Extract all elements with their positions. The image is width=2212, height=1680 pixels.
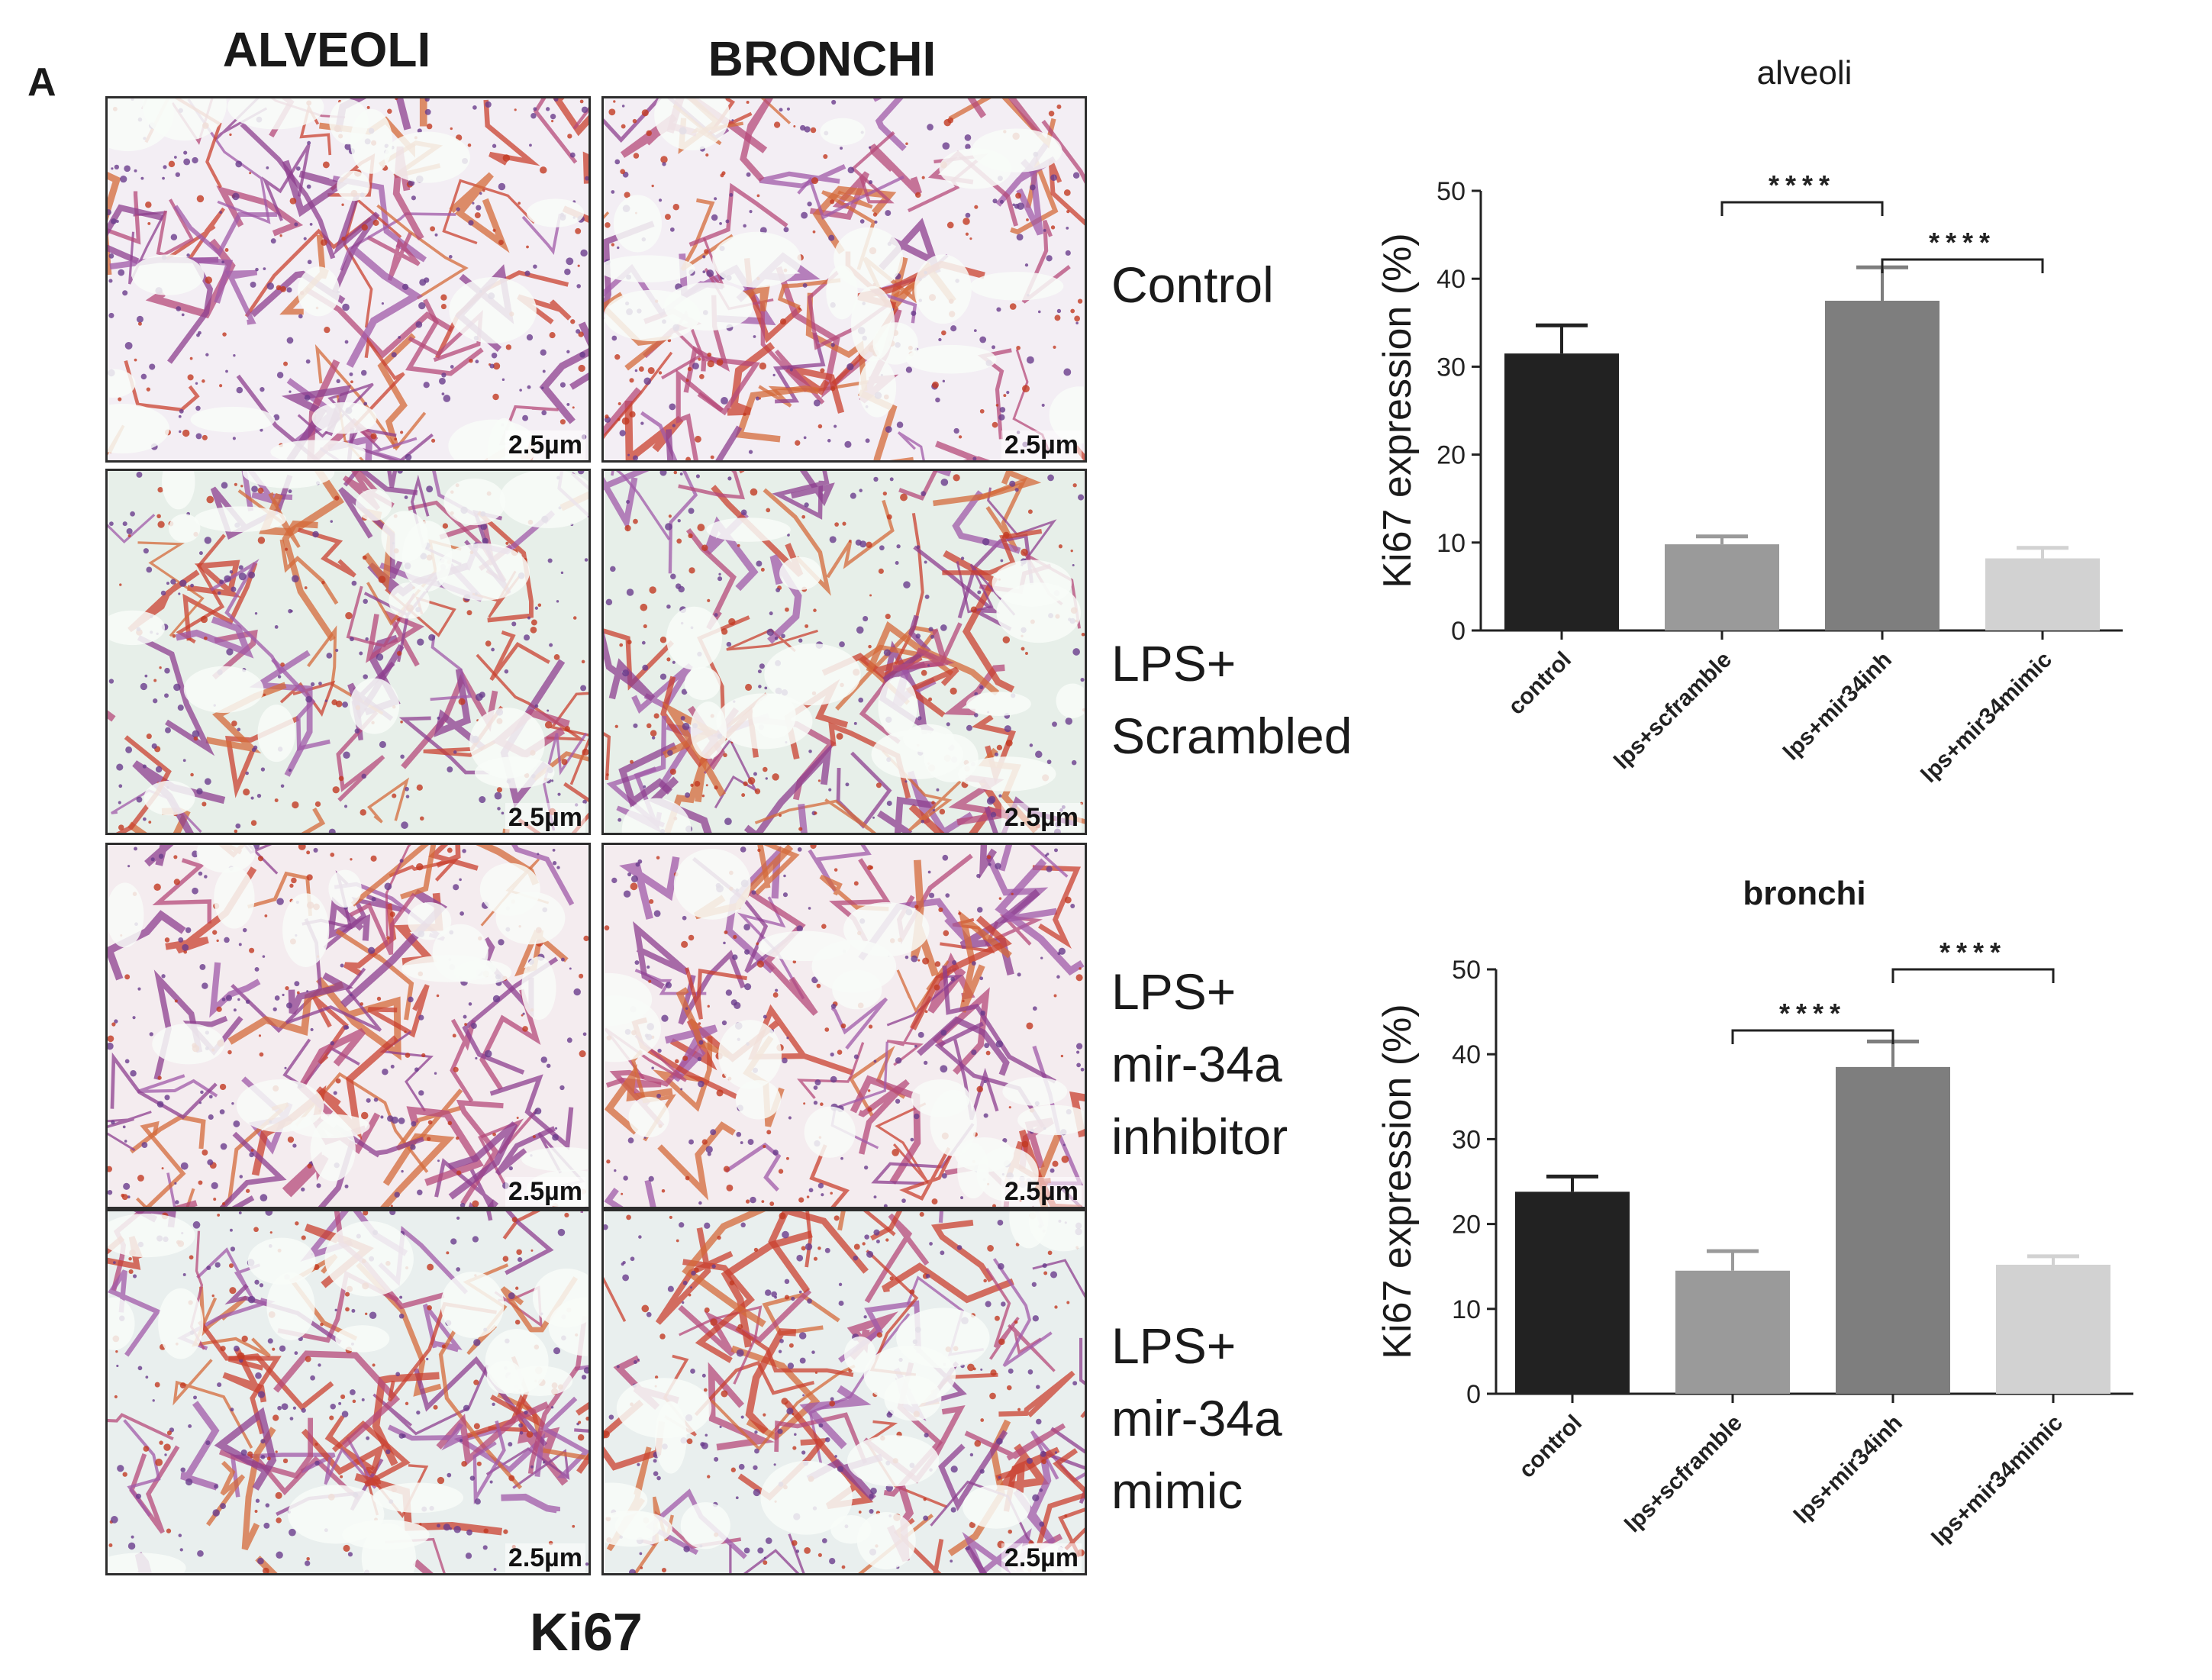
micrograph-alveoli-lps-scrambled: 2.5µm bbox=[105, 469, 591, 835]
scale-bar-label: 2.5µm bbox=[505, 803, 585, 833]
x-tick-label: lps+mir34inh bbox=[1789, 1411, 1907, 1529]
y-tick-label: 40 bbox=[1452, 1040, 1481, 1069]
micrograph-bronchi-lps-mimic: 2.5µm bbox=[601, 1209, 1087, 1575]
x-tick-label: lps+mir34mimic bbox=[1917, 647, 2057, 788]
significance-bracket bbox=[1881, 258, 2044, 273]
column-header-alveoli: ALVEOLI bbox=[222, 22, 431, 77]
micrograph-bronchi-lps-scrambled: 2.5µm bbox=[601, 469, 1087, 835]
y-axis-label: Ki67 expression (%) bbox=[1375, 1004, 1420, 1359]
y-tick-label: 20 bbox=[1452, 1211, 1481, 1240]
significance-label: **** bbox=[1769, 169, 1836, 201]
marker-label-ki67: Ki67 bbox=[530, 1602, 643, 1662]
y-tick-label: 20 bbox=[1437, 441, 1466, 470]
y-tick-label: 0 bbox=[1466, 1380, 1481, 1409]
micrograph-alveoli-lps-inhibitor: 2.5µm bbox=[105, 843, 591, 1209]
bar-lps+mir34mimic bbox=[1985, 558, 2100, 630]
column-header-bronchi: BRONCHI bbox=[708, 31, 937, 86]
y-axis-label: Ki67 expression (%) bbox=[1375, 233, 1420, 588]
bar-lps+mir34mimic bbox=[1996, 1264, 2110, 1394]
chart-title: bronchi bbox=[1743, 875, 1865, 912]
micrograph-alveoli-lps-mimic: 2.5µm bbox=[105, 1209, 591, 1575]
bar-lps+scframble bbox=[1675, 1270, 1790, 1394]
y-tick-label: 0 bbox=[1451, 617, 1466, 646]
x-tick-label: lps+scframble bbox=[1620, 1411, 1747, 1538]
scale-bar-label: 2.5µm bbox=[505, 1177, 585, 1207]
significance-label: **** bbox=[1940, 937, 2007, 968]
significance-label: **** bbox=[1929, 227, 1996, 258]
bar-chart-alveoli: BalveoliKi67 expression (%)01020304050co… bbox=[1375, 54, 2123, 788]
x-tick-label: lps+mir34inh bbox=[1778, 647, 1897, 766]
bar-control bbox=[1515, 1191, 1630, 1394]
row-label-lps-mir34a-mimic: LPS+ mir-34a mimic bbox=[1111, 1317, 1282, 1519]
micrograph-alveoli-control: 2.5µm bbox=[105, 96, 591, 463]
x-tick-label: lps+scframble bbox=[1609, 647, 1736, 775]
x-tick-label: lps+mir34mimic bbox=[1927, 1411, 2068, 1551]
bar-lps+scframble bbox=[1665, 544, 1779, 630]
scale-bar-label: 2.5µm bbox=[1001, 1177, 1082, 1207]
y-tick-label: 30 bbox=[1437, 353, 1466, 382]
y-tick-label: 50 bbox=[1452, 956, 1481, 985]
row-label-lps-scrambled: LPS+ Scrambled bbox=[1111, 635, 1353, 764]
panel-a-letter: A bbox=[27, 60, 56, 105]
micrograph-bronchi-lps-inhibitor: 2.5µm bbox=[601, 843, 1087, 1209]
micrograph-bronchi-control: 2.5µm bbox=[601, 96, 1087, 463]
chart-title: alveoli bbox=[1757, 54, 1852, 92]
bar-lps+mir34inh bbox=[1825, 301, 1940, 630]
y-tick-label: 30 bbox=[1452, 1125, 1481, 1154]
significance-bracket bbox=[1731, 1029, 1894, 1044]
significance-label: **** bbox=[1779, 998, 1846, 1029]
significance-bracket bbox=[1720, 201, 1884, 216]
bar-chart-bronchi: CbronchiKi67 expression (%)01020304050co… bbox=[1375, 875, 2133, 1551]
bar-control bbox=[1504, 353, 1619, 630]
y-tick-label: 10 bbox=[1452, 1295, 1481, 1324]
significance-bracket bbox=[1891, 968, 2055, 983]
bar-lps+mir34inh bbox=[1836, 1066, 1950, 1394]
scale-bar-label: 2.5µm bbox=[505, 1543, 585, 1573]
scale-bar-label: 2.5µm bbox=[1001, 803, 1082, 833]
scale-bar-label: 2.5µm bbox=[1001, 430, 1082, 460]
x-tick-label: control bbox=[1514, 1411, 1587, 1483]
scale-bar-label: 2.5µm bbox=[1001, 1543, 1082, 1573]
y-tick-label: 40 bbox=[1437, 265, 1466, 294]
y-tick-label: 50 bbox=[1437, 177, 1466, 206]
x-tick-label: control bbox=[1504, 647, 1576, 720]
row-label-control: Control bbox=[1111, 256, 1274, 313]
scale-bar-label: 2.5µm bbox=[505, 430, 585, 460]
row-label-lps-mir34a-inhibitor: LPS+ mir-34a inhibitor bbox=[1111, 963, 1288, 1165]
y-tick-label: 10 bbox=[1437, 529, 1466, 558]
